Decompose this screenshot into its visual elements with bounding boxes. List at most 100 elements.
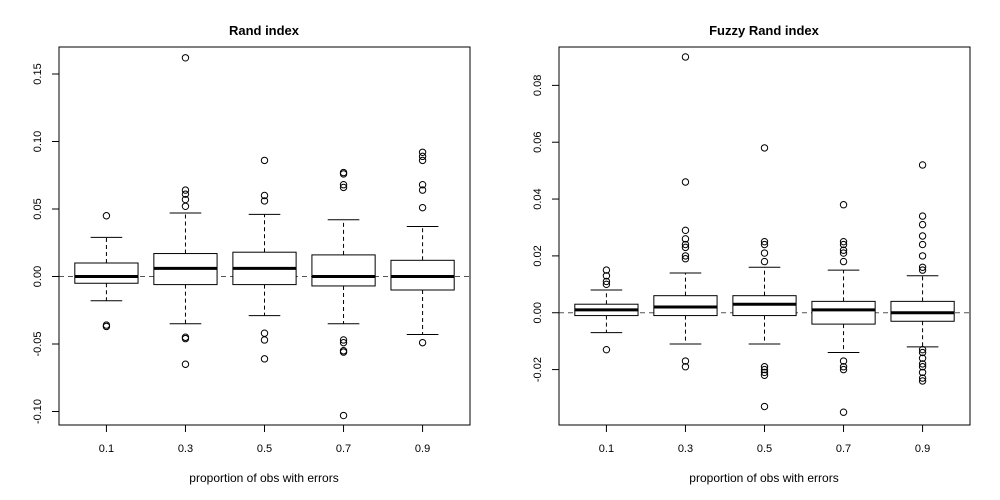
outlier-point <box>602 266 611 274</box>
outlier-point <box>839 363 848 371</box>
outlier-point <box>339 183 348 192</box>
outlier-point <box>260 191 269 200</box>
outlier-point <box>760 240 769 249</box>
x-tick-label: 0.1 <box>99 443 114 455</box>
outlier-point <box>418 186 427 194</box>
outlier-point <box>839 365 848 374</box>
outlier-point <box>339 348 348 356</box>
outlier-point <box>339 411 348 420</box>
outlier-point <box>760 368 769 377</box>
outlier-point <box>602 345 611 354</box>
box-0.1 <box>574 266 639 354</box>
outlier-point <box>681 226 690 235</box>
outlier-point <box>918 232 927 240</box>
iqr-box <box>311 254 376 287</box>
y-tick-label: 0.00 <box>32 266 44 287</box>
outlier-point <box>681 178 690 186</box>
outlier-point <box>602 277 611 286</box>
x-tick-label: 0.1 <box>599 443 614 455</box>
box-0.7 <box>811 201 876 416</box>
box-0.3 <box>653 53 718 371</box>
y-tick-label: -0.05 <box>32 331 44 356</box>
x-tick-label: 0.9 <box>915 443 930 455</box>
outlier-point <box>418 338 427 347</box>
x-axis-label: proportion of obs with errors <box>189 471 338 485</box>
outlier-point <box>418 203 427 212</box>
rand-index-panel: Rand index proportion of obs with errors 0… <box>32 23 471 485</box>
outlier-point <box>918 348 927 357</box>
outlier-point <box>681 255 690 263</box>
chart-title: Fuzzy Rand index <box>709 23 820 38</box>
outlier-point <box>260 197 269 205</box>
y-tick-label: 0.06 <box>532 131 544 152</box>
outlier-point <box>181 360 190 368</box>
x-tick-label: 0.3 <box>678 443 693 455</box>
x-axis-label: proportion of obs with errors <box>689 471 838 485</box>
outlier-point <box>102 212 111 220</box>
outlier-point <box>260 355 269 363</box>
x-tick-label: 0.7 <box>836 443 851 455</box>
outlier-point <box>681 243 690 252</box>
box-0.5 <box>732 144 797 411</box>
outlier-point <box>602 272 611 280</box>
y-tick-label: 0.04 <box>532 188 544 209</box>
outlier-point <box>918 374 927 382</box>
outlier-point <box>918 212 927 220</box>
outlier-point <box>918 252 927 260</box>
x-tick-label: 0.7 <box>336 443 351 455</box>
outlier-point <box>839 201 848 209</box>
outlier-point <box>918 263 927 271</box>
outlier-point <box>339 170 348 178</box>
outlier-point <box>681 252 690 260</box>
y-tick-label: 0.15 <box>32 63 44 84</box>
outlier-point <box>681 363 690 371</box>
plot-frame <box>558 46 971 426</box>
outlier-point <box>760 249 769 257</box>
box-0.9 <box>390 148 455 347</box>
outlier-point <box>602 280 611 289</box>
outlier-point <box>760 257 769 266</box>
y-tick-label: 0.02 <box>532 245 544 266</box>
iqr-box <box>74 262 139 284</box>
outlier-point <box>418 152 427 161</box>
outlier-point <box>918 377 927 385</box>
box-0.1 <box>74 212 139 331</box>
outlier-point <box>760 237 769 246</box>
y-tick-label: 0.08 <box>532 75 544 96</box>
fuzzy-rand-index-panel: Fuzzy Rand index proportion of obs with e… <box>532 23 971 485</box>
y-tick-label: 0.00 <box>532 302 544 323</box>
outlier-point <box>918 240 927 249</box>
outlier-point <box>339 336 348 344</box>
outlier-point <box>918 363 927 371</box>
chart-title: Rand index <box>229 23 300 38</box>
outlier-point <box>839 240 848 249</box>
outlier-point <box>102 322 111 331</box>
outlier-point <box>339 338 348 347</box>
y-tick-label: -0.10 <box>32 399 44 424</box>
outlier-point <box>918 360 927 368</box>
outlier-point <box>339 181 348 189</box>
outlier-point <box>260 336 269 344</box>
outlier-point <box>839 249 848 257</box>
outlier-point <box>260 156 269 165</box>
outlier-point <box>918 345 927 354</box>
outlier-point <box>839 257 848 266</box>
outlier-point <box>418 148 427 157</box>
outlier-point <box>260 329 269 337</box>
box-0.9 <box>890 161 955 385</box>
x-tick-label: 0.9 <box>415 443 430 455</box>
outlier-point <box>418 156 427 165</box>
box-0.7 <box>311 168 376 420</box>
y-tick-label: 0.05 <box>32 198 44 219</box>
outlier-point <box>681 53 690 61</box>
x-tick-label: 0.5 <box>757 443 772 455</box>
outlier-point <box>918 266 927 274</box>
outlier-point <box>839 246 848 254</box>
outlier-point <box>181 190 190 198</box>
outlier-point <box>839 357 848 365</box>
outlier-point <box>760 365 769 374</box>
outlier-point <box>918 354 927 362</box>
outlier-point <box>918 161 927 169</box>
outlier-point <box>681 240 690 249</box>
outlier-point <box>918 368 927 377</box>
